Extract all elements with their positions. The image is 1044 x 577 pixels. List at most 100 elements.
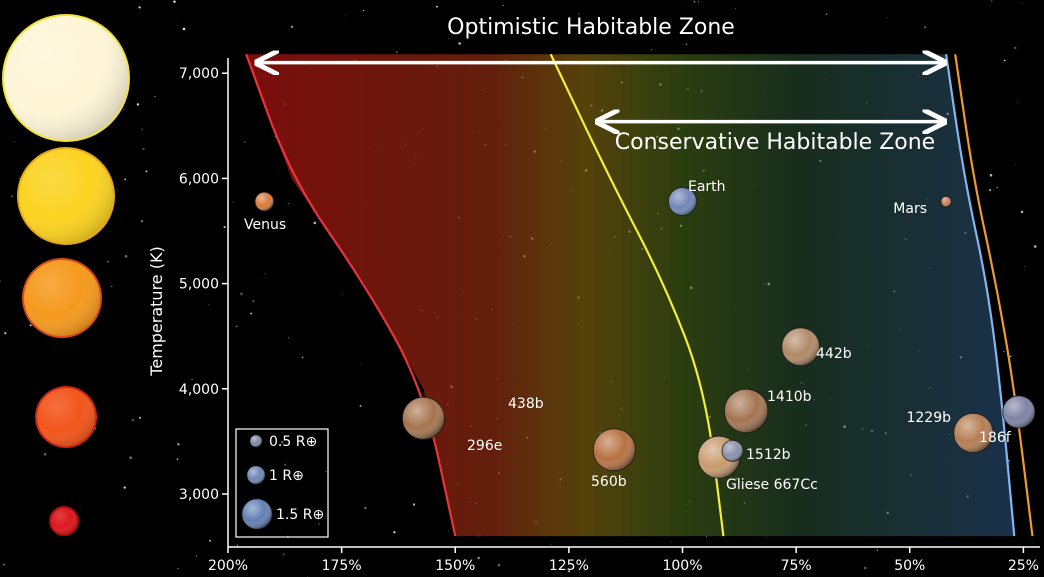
background-star xyxy=(208,303,210,306)
background-star xyxy=(191,378,193,380)
star-7000-shade xyxy=(4,16,128,140)
y-tick-label: 3,000 xyxy=(179,487,219,503)
background-star xyxy=(1003,350,1005,353)
boundary-line-2 xyxy=(549,53,725,537)
background-star xyxy=(223,226,226,229)
planet-label: 442b xyxy=(816,346,852,362)
background-star xyxy=(235,325,238,328)
legend-label: 0.5 R⊕ xyxy=(269,434,317,450)
background-star xyxy=(364,506,367,510)
background-star xyxy=(244,141,246,143)
background-star xyxy=(447,530,449,532)
planet-label: 1410b xyxy=(767,389,812,405)
background-star xyxy=(996,186,998,189)
background-star xyxy=(123,486,126,489)
boundary-line-4 xyxy=(954,54,1034,537)
background-star xyxy=(458,42,461,45)
background-star xyxy=(693,0,696,3)
background-star xyxy=(685,43,688,46)
planet-label: Mars xyxy=(893,201,927,217)
background-star xyxy=(173,0,176,3)
background-star xyxy=(313,221,317,225)
background-star xyxy=(301,356,304,359)
legend-swatch-shade xyxy=(250,435,262,447)
background-star xyxy=(177,443,180,446)
background-star xyxy=(236,544,239,546)
planet-shade xyxy=(593,428,636,471)
background-star xyxy=(396,51,398,54)
x-tick-label: 25% xyxy=(1008,558,1039,574)
background-star xyxy=(1014,46,1017,50)
planet-label: Earth xyxy=(688,179,726,195)
background-star xyxy=(448,38,450,40)
planet-shade xyxy=(668,187,697,216)
x-tick-label: 75% xyxy=(781,558,812,574)
legend: 0.5 R⊕ 1 R⊕ 1.5 R⊕ xyxy=(235,428,329,538)
background-star xyxy=(141,128,143,130)
background-star xyxy=(145,170,148,173)
planet-label: 186f xyxy=(979,430,1012,446)
background-star xyxy=(123,108,125,111)
background-star xyxy=(550,543,552,545)
y-axis-ticks: 3,000 4,000 5,000 6,000 7,000 xyxy=(179,66,228,503)
boundary-line-1 xyxy=(245,53,457,537)
background-star xyxy=(138,6,141,9)
y-tick-label: 6,000 xyxy=(179,171,219,187)
background-star xyxy=(288,337,289,339)
background-star xyxy=(497,563,501,567)
background-star xyxy=(264,273,266,274)
star-column xyxy=(2,14,130,536)
background-star xyxy=(106,260,109,263)
planet-shade xyxy=(721,440,743,462)
background-star xyxy=(682,4,684,5)
planet-label: 438b xyxy=(508,396,544,412)
background-star xyxy=(196,555,198,557)
background-star xyxy=(13,141,15,143)
planet-shade xyxy=(953,413,993,453)
background-star xyxy=(2,563,5,566)
background-star xyxy=(29,324,32,327)
zone-title-1: Optimistic Habitable Zone xyxy=(447,15,735,40)
background-star xyxy=(1023,266,1025,267)
background-star xyxy=(568,570,571,573)
background-star xyxy=(152,334,154,337)
background-star xyxy=(886,17,888,19)
background-star xyxy=(1001,296,1003,298)
star-4000-shade xyxy=(37,388,95,446)
background-star xyxy=(924,26,927,29)
background-star xyxy=(359,405,362,407)
planet-label: 1512b xyxy=(746,447,791,463)
background-star xyxy=(209,539,211,542)
planet-shade xyxy=(781,327,820,366)
background-star xyxy=(412,503,416,506)
background-star xyxy=(1021,2,1023,4)
background-star xyxy=(161,344,163,346)
background-star xyxy=(43,452,47,456)
background-star xyxy=(1014,164,1016,166)
x-tick-label: 100% xyxy=(662,558,702,574)
star-3000-shade xyxy=(51,508,77,534)
background-star xyxy=(825,13,828,16)
zone-boundary-lines xyxy=(245,53,1034,537)
background-star xyxy=(1019,567,1021,569)
background-star xyxy=(117,188,119,190)
y-tick-label: 7,000 xyxy=(179,66,219,82)
background-star xyxy=(578,13,580,15)
background-star xyxy=(290,25,294,28)
background-star xyxy=(232,201,234,203)
background-star xyxy=(283,553,285,555)
zone-arrows: Optimistic Habitable Zone Conservative Ha… xyxy=(259,15,942,155)
x-tick-label: 150% xyxy=(435,558,475,574)
background-star xyxy=(989,173,993,177)
background-star xyxy=(193,492,196,495)
background-star xyxy=(129,456,132,459)
background-star xyxy=(250,312,253,315)
planet-label: Venus xyxy=(244,217,286,233)
background-star xyxy=(393,531,396,534)
background-star xyxy=(176,458,179,461)
background-star xyxy=(136,103,140,106)
x-axis-ticks: 200% 175% 150% 125% 100% 75% 50% 25% xyxy=(208,547,1039,574)
y-axis-label: Temperature (K) xyxy=(147,246,166,376)
planet-shade xyxy=(255,192,274,211)
